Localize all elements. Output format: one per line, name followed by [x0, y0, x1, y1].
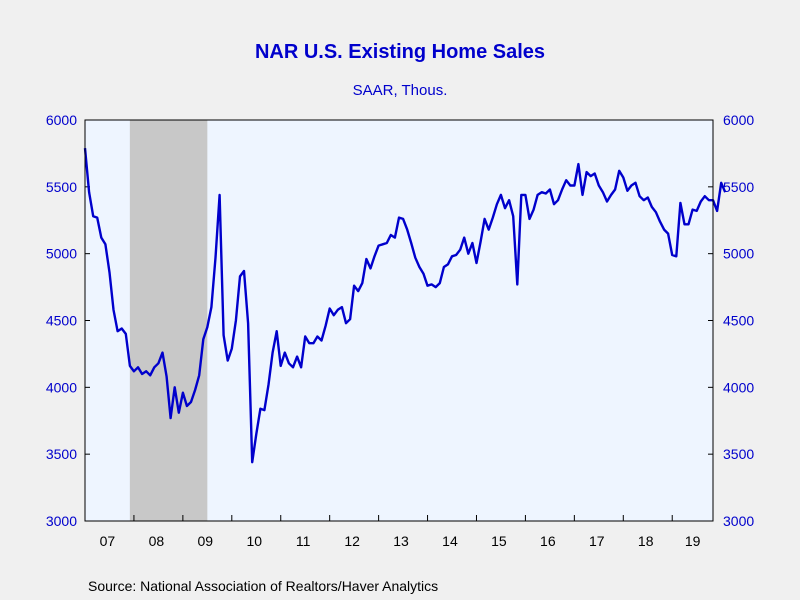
x-tick-label: 10	[246, 533, 262, 549]
right-y-tick-label: 5500	[723, 179, 754, 195]
x-tick-label: 16	[540, 533, 556, 549]
left-y-tick-label: 6000	[46, 112, 77, 128]
x-tick-label: 18	[638, 533, 654, 549]
x-axis: 07 08 09 10 11 12 13 14 15 16 17 18 19	[100, 515, 701, 549]
left-y-tick-label: 3000	[46, 513, 77, 529]
source-note: Source: National Association of Realtors…	[88, 578, 438, 594]
left-y-tick-label: 4000	[46, 379, 77, 395]
left-y-tick-label: 4500	[46, 313, 77, 329]
x-tick-label: 11	[296, 533, 311, 549]
x-tick-label: 08	[149, 533, 165, 549]
right-y-tick-label: 6000	[723, 112, 754, 128]
x-tick-label: 13	[393, 533, 409, 549]
chart-title: NAR U.S. Existing Home Sales	[255, 41, 545, 63]
left-y-tick-label: 5000	[46, 246, 77, 262]
recession-band	[129, 120, 208, 521]
series-line	[83, 147, 727, 464]
x-tick-label: 14	[442, 533, 458, 549]
plot-frame	[84, 119, 714, 522]
right-y-tick-label: 5000	[723, 246, 754, 262]
x-tick-label: 17	[589, 533, 605, 549]
x-tick-label: 09	[198, 533, 214, 549]
right-y-tick-label: 4500	[723, 313, 754, 329]
right-y-tick-label: 3500	[723, 446, 754, 462]
right-y-tick-label: 4000	[723, 379, 754, 395]
x-tick-label: 15	[491, 533, 507, 549]
x-tick-label: 19	[685, 533, 701, 549]
chart-subtitle: SAAR, Thous.	[353, 82, 448, 99]
left-y-tick-label: 3500	[46, 446, 77, 462]
x-tick-label: 12	[344, 533, 360, 549]
left-y-tick-label: 5500	[46, 179, 77, 195]
x-tick-label: 07	[100, 533, 116, 549]
right-y-tick-label: 3000	[723, 513, 754, 529]
right-y-axis: 3000 3500 4000 4500 5000 5500 6000	[708, 112, 754, 529]
left-y-axis: 3000 3500 4000 4500 5000 5500 6000	[46, 112, 90, 529]
